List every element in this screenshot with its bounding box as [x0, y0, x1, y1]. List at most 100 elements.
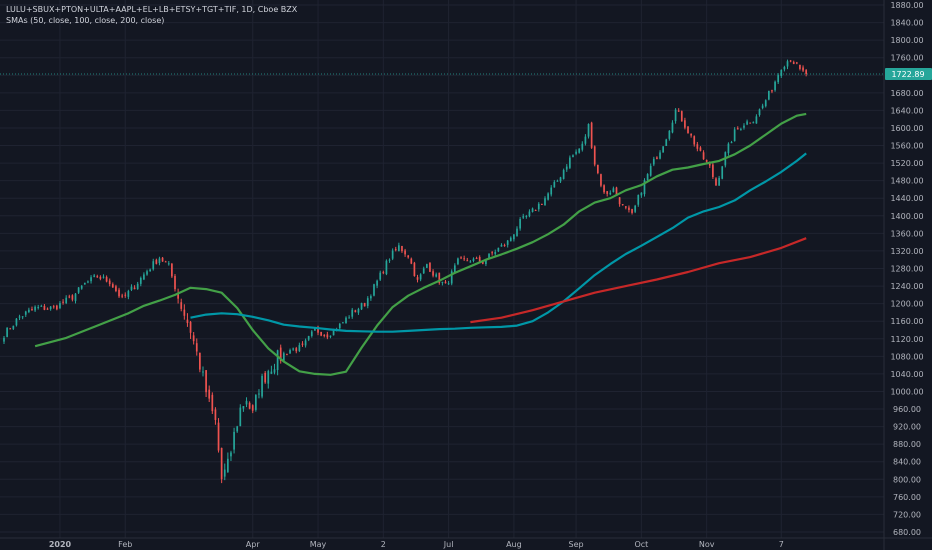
- symbol-label[interactable]: LULU+SBUX+PTON+ULTA+AAPL+EL+LB+ETSY+TGT+…: [6, 5, 298, 14]
- candle: [354, 309, 357, 313]
- candle: [503, 243, 506, 247]
- candle-body: [410, 258, 413, 264]
- candle-body: [202, 371, 204, 373]
- candle: [146, 269, 148, 276]
- candle-body: [189, 321, 192, 333]
- candle-body: [497, 247, 500, 252]
- candle-body: [49, 306, 52, 310]
- time-tick-label: 2: [381, 540, 386, 549]
- candle-body: [314, 328, 316, 331]
- candle: [329, 335, 332, 339]
- candle: [351, 307, 354, 319]
- candle: [230, 450, 232, 461]
- price-tick-label: 1040.00: [890, 370, 923, 379]
- candle: [587, 123, 590, 139]
- candle-body: [494, 251, 497, 255]
- candle: [693, 135, 696, 147]
- price-tick-label: 800.00: [893, 475, 921, 484]
- candle: [733, 127, 736, 142]
- candle: [422, 266, 425, 275]
- candle: [186, 313, 189, 327]
- candle-body: [746, 121, 748, 125]
- candle: [572, 154, 574, 158]
- candle: [43, 304, 46, 311]
- candle: [463, 255, 466, 261]
- candle-body: [199, 352, 201, 370]
- candle-body: [565, 166, 568, 170]
- candle-body: [615, 187, 618, 196]
- candle: [77, 287, 80, 294]
- candle-body: [603, 185, 605, 193]
- candle-body: [68, 296, 71, 298]
- candle: [758, 108, 761, 117]
- price-tick-label: 1000.00: [890, 387, 923, 396]
- price-tick-label: 1160.00: [890, 317, 923, 326]
- candle: [74, 292, 77, 304]
- candle-body: [121, 295, 124, 297]
- candle: [652, 156, 655, 167]
- candle: [46, 307, 49, 310]
- candle-body: [556, 180, 559, 182]
- candle: [211, 392, 214, 414]
- candle: [394, 246, 397, 252]
- candle-body: [547, 193, 549, 200]
- candle-body: [345, 317, 347, 324]
- candle: [596, 164, 599, 175]
- candle-body: [167, 263, 170, 265]
- candle-body: [289, 350, 291, 354]
- candle: [379, 270, 382, 282]
- candle-body: [677, 110, 680, 112]
- candle-body: [662, 146, 664, 153]
- candle: [205, 370, 207, 398]
- candle-body: [136, 283, 139, 289]
- candle-body: [102, 276, 105, 278]
- candle-body: [298, 345, 301, 351]
- candle-body: [460, 257, 462, 259]
- candle: [90, 275, 92, 284]
- candle-body: [541, 203, 543, 205]
- candle-body: [705, 160, 708, 162]
- candle-body: [391, 250, 394, 259]
- candle: [130, 284, 133, 292]
- candle-body: [693, 136, 696, 145]
- candle-body: [18, 316, 21, 318]
- candle-body: [712, 164, 714, 177]
- price-tick-label: 1480.00: [890, 177, 923, 186]
- price-tick-label: 1840.00: [890, 19, 923, 28]
- candle-body: [802, 67, 804, 71]
- candle: [544, 196, 546, 206]
- candle: [183, 304, 186, 320]
- candle-body: [301, 343, 304, 345]
- candle: [398, 242, 400, 252]
- candle: [631, 208, 633, 215]
- candle-body: [329, 335, 332, 337]
- candle-body: [783, 67, 786, 70]
- candle: [413, 261, 416, 277]
- candle-body: [475, 257, 478, 259]
- candle: [736, 126, 739, 130]
- candle: [624, 206, 627, 210]
- candle: [279, 344, 282, 364]
- candle-body: [401, 245, 403, 252]
- candle-body: [394, 249, 397, 251]
- price-tick-label: 1680.00: [890, 89, 923, 98]
- candle: [189, 320, 192, 339]
- candle: [416, 274, 419, 283]
- time-axis[interactable]: 2020 Feb Apr May 2 Jul Aug Sep Oct Nov 7: [49, 540, 784, 549]
- candle: [167, 261, 170, 266]
- candle: [600, 173, 602, 188]
- candle-body: [522, 216, 525, 218]
- candle: [432, 269, 434, 278]
- candle: [236, 425, 239, 433]
- candle-body: [799, 64, 801, 69]
- study-label[interactable]: SMAs (50, close, 100, close, 200, close): [6, 16, 165, 25]
- candle: [254, 394, 257, 412]
- price-tick-label: 1520.00: [890, 159, 923, 168]
- candle-body: [155, 259, 158, 264]
- candle-body: [450, 271, 453, 284]
- candle-body: [248, 402, 251, 409]
- candle: [71, 294, 74, 302]
- candle-body: [416, 277, 419, 280]
- candle-body: [382, 272, 385, 274]
